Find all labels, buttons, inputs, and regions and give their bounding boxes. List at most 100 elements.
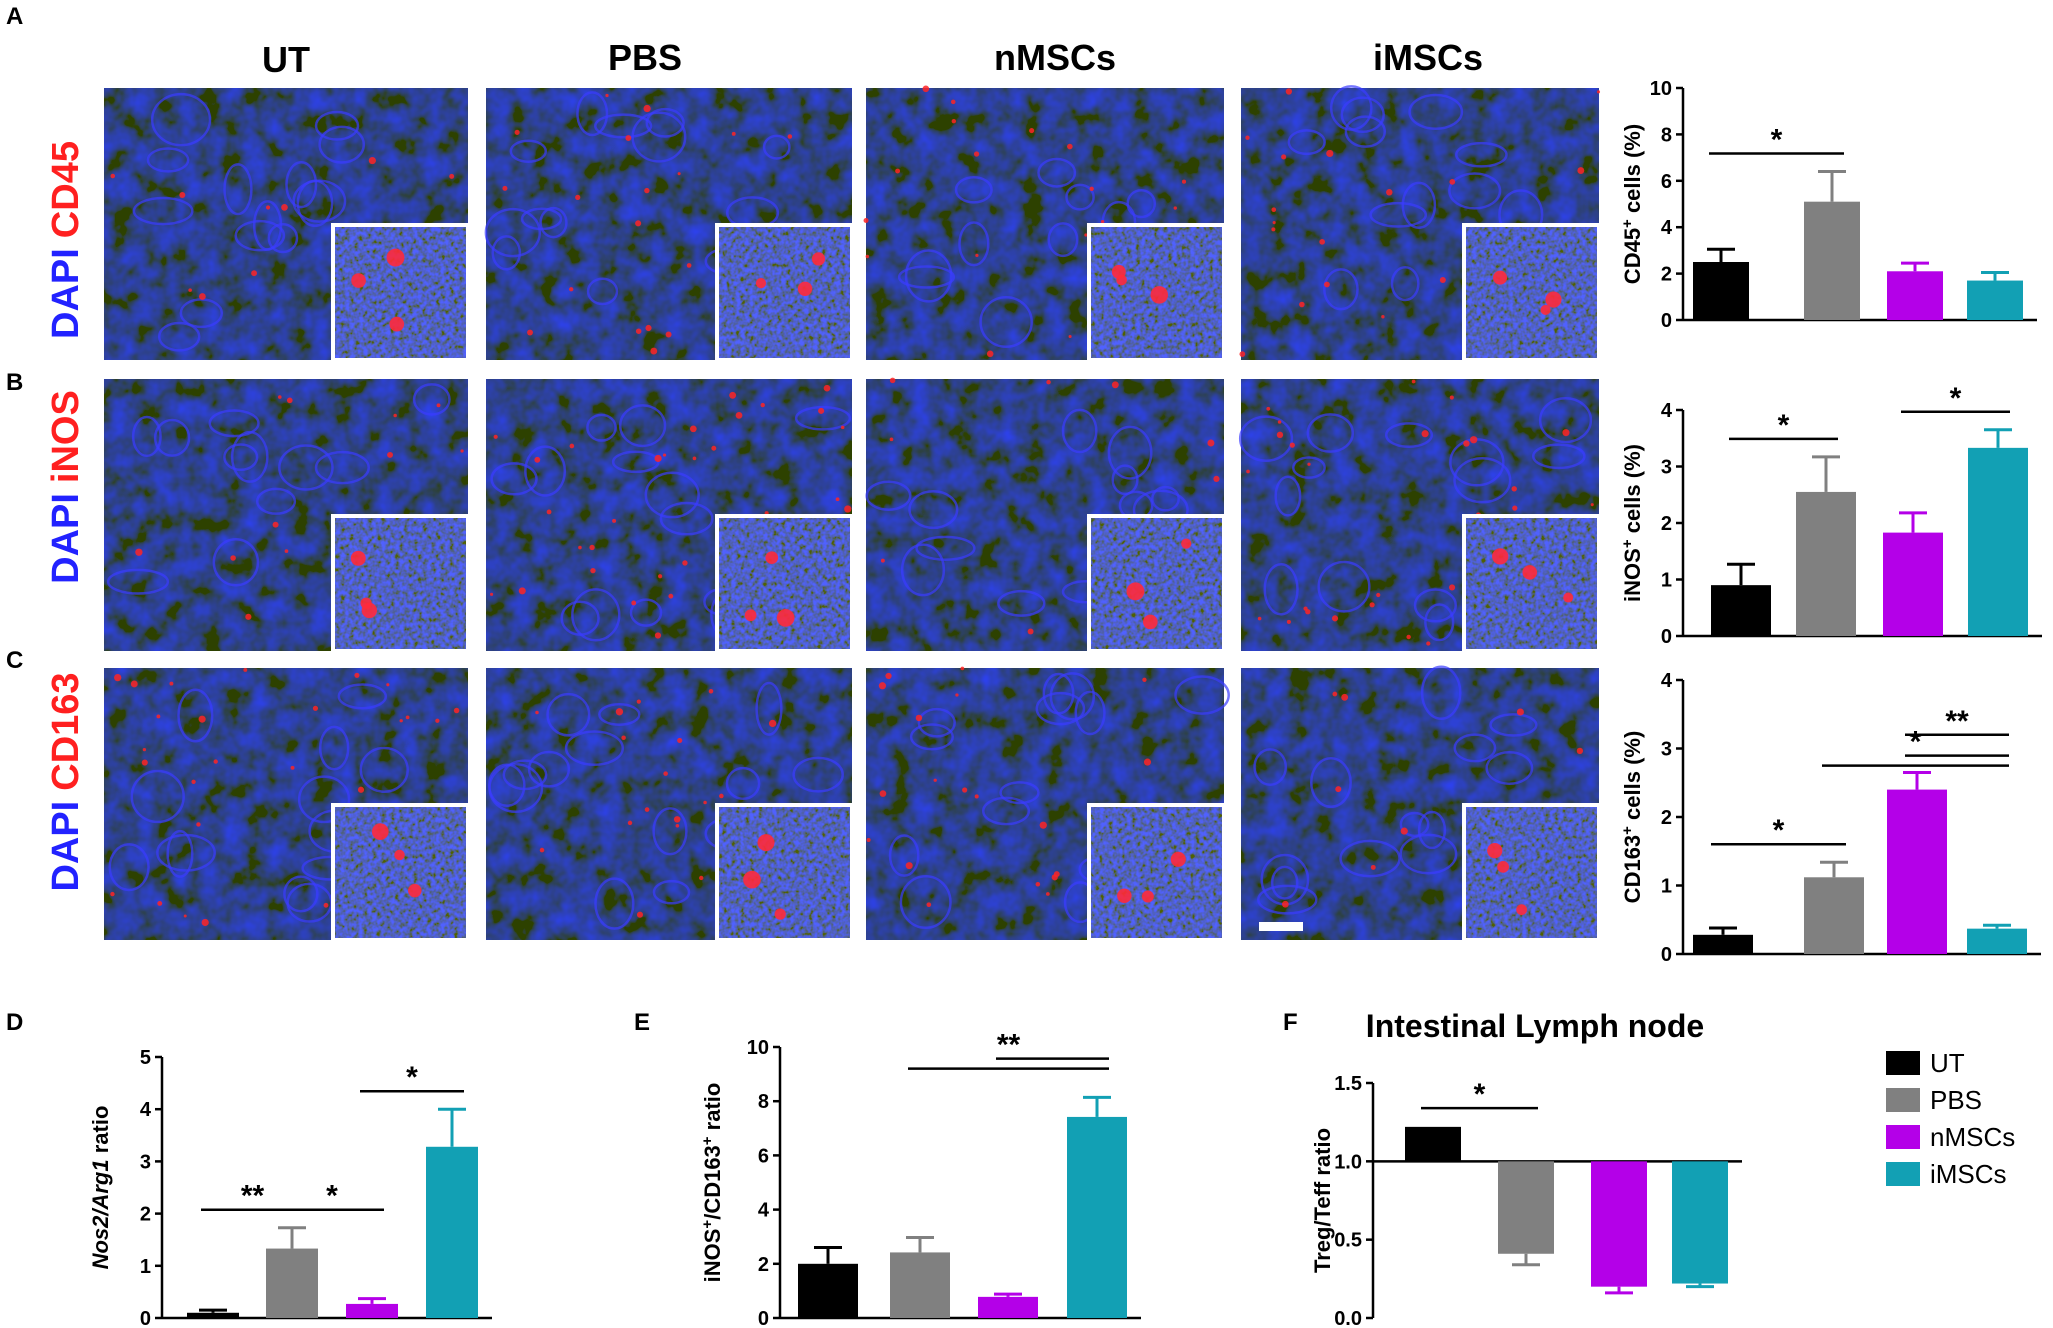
micrograph-panel [866,666,1230,942]
y-tick-label: 0.0 [1334,1308,1362,1328]
legend-swatch-nmscs [1886,1125,1920,1149]
stain-dapi-b: DAPI [45,493,87,584]
micrograph-panel [1239,85,1601,362]
y-tick-label: 2 [1661,264,1672,286]
y-tick-label: 3 [1661,457,1672,479]
micrograph-inset [331,223,470,362]
y-tick-label: 1 [1661,876,1672,898]
bar-imscs [1967,280,2023,320]
bar-pbs [1804,877,1864,954]
bar-ut [798,1263,858,1318]
panel-label-c: C [6,647,23,674]
y-axis-label-part: cells (%) [1620,731,1645,826]
stain-dapi-a: DAPI [45,248,87,339]
legend-swatch-ut [1886,1051,1920,1075]
micrograph-panel [104,668,470,942]
y-tick-label: 10 [1650,78,1672,100]
significance-label: * [1474,1078,1486,1111]
significance-label: ** [997,1029,1021,1062]
y-axis-label-part: + [1619,826,1636,835]
bar-ut [1405,1126,1461,1162]
bar-pbs [1804,201,1860,320]
y-axis-label-part: + [1619,539,1636,548]
y-tick-label: 6 [758,1145,769,1167]
y-tick-label: 8 [1661,124,1672,146]
y-axis-label: iNOS+ cells (%) [1619,444,1646,602]
micrograph-inset [1087,223,1226,362]
legend-label-nmscs: nMSCs [1930,1122,2015,1152]
y-tick-label: 5 [140,1047,151,1069]
legend: UT PBS nMSCs iMSCs [1886,1048,2015,1189]
y-axis-label: iNOS+/CD163+ ratio [699,1083,726,1283]
significance-label: * [1778,409,1790,442]
legend-label-ut: UT [1930,1048,1965,1078]
micrograph-panel [486,379,854,653]
legend-label-pbs: PBS [1930,1085,1982,1115]
bar-nmscs [978,1296,1038,1318]
y-tick-label: 0 [140,1308,151,1328]
bar-nmscs [346,1303,398,1318]
column-title-nmscs: nMSCs [994,37,1116,78]
micrograph-panel [1241,665,1601,942]
column-title-imscs: iMSCs [1373,37,1483,78]
micrograph-inset [1462,223,1601,362]
y-tick-label: 0 [1661,310,1672,332]
stain-marker-b: iNOS [45,390,87,483]
chart-a: 0 2 4 6 8 10 * CD45+ cells (%) [1619,78,2037,332]
column-title-pbs: PBS [608,37,682,78]
y-axis-label: CD45+ cells (%) [1619,124,1646,284]
bar-imscs [1968,447,2028,636]
micrograph-inset [331,803,470,942]
row-stain-inos: DAPI iNOS [45,390,87,584]
y-tick-label: 4 [1661,400,1673,422]
y-tick-label: 10 [747,1037,769,1059]
micrograph-panel [863,85,1226,362]
micrograph-grid [104,85,1601,942]
y-tick-label: 6 [1661,171,1672,193]
y-axis-label: CD163+ cells (%) [1619,731,1646,904]
significance-label: * [1773,814,1785,847]
stain-marker-a: CD45 [45,141,87,238]
y-tick-label: 4 [1661,217,1673,239]
micrograph-inset [715,803,854,942]
stain-marker-c: CD163 [45,672,87,790]
significance-label: * [406,1061,418,1094]
y-axis-label-part: Nos2/Arg1 [88,1159,113,1269]
y-tick-label: 1 [1661,570,1672,592]
y-axis-label-part: + [1619,219,1636,228]
micrograph-panel [865,377,1226,653]
micrograph-inset [1087,803,1226,942]
y-axis-label-part: Treg/Teff ratio [1310,1128,1335,1273]
micrograph-inset [1462,514,1601,653]
y-tick-label: 3 [1661,739,1672,761]
y-tick-label: 8 [758,1091,769,1113]
y-axis-label-part: + [699,1220,716,1229]
y-axis-label-part: ratio [88,1106,113,1160]
y-axis-label-part: cells (%) [1620,444,1645,539]
panel-label-d: D [6,1009,23,1036]
chart-f: 0.0 0.5 1.0 1.5 * Treg/Teff ratio Intestinal L… [1310,1008,1742,1328]
bar-ut [1711,585,1771,636]
y-axis-label-part: iNOS [1620,548,1645,602]
stain-dapi-c: DAPI [45,801,87,892]
bar-imscs [426,1146,478,1318]
bar-imscs [1067,1116,1127,1318]
micrograph-panel [484,88,854,362]
legend-label-imscs: iMSCs [1930,1159,2007,1189]
panel-label-b: B [6,369,23,396]
micrograph-panel [104,88,470,362]
y-tick-label: 1.0 [1334,1151,1362,1173]
micrograph-panel [1238,379,1601,653]
y-axis-label: Treg/Teff ratio [1310,1128,1335,1273]
micrograph-inset [715,514,854,653]
legend-swatch-pbs [1886,1088,1920,1112]
micrograph-inset [1462,803,1601,942]
bar-nmscs [1883,532,1943,636]
y-tick-label: 0 [1661,626,1672,648]
micrograph-inset [1087,514,1226,653]
y-axis-label-part: cells (%) [1620,124,1645,219]
y-tick-label: 4 [1661,670,1673,692]
y-axis-label-part: iNOS [700,1229,725,1283]
